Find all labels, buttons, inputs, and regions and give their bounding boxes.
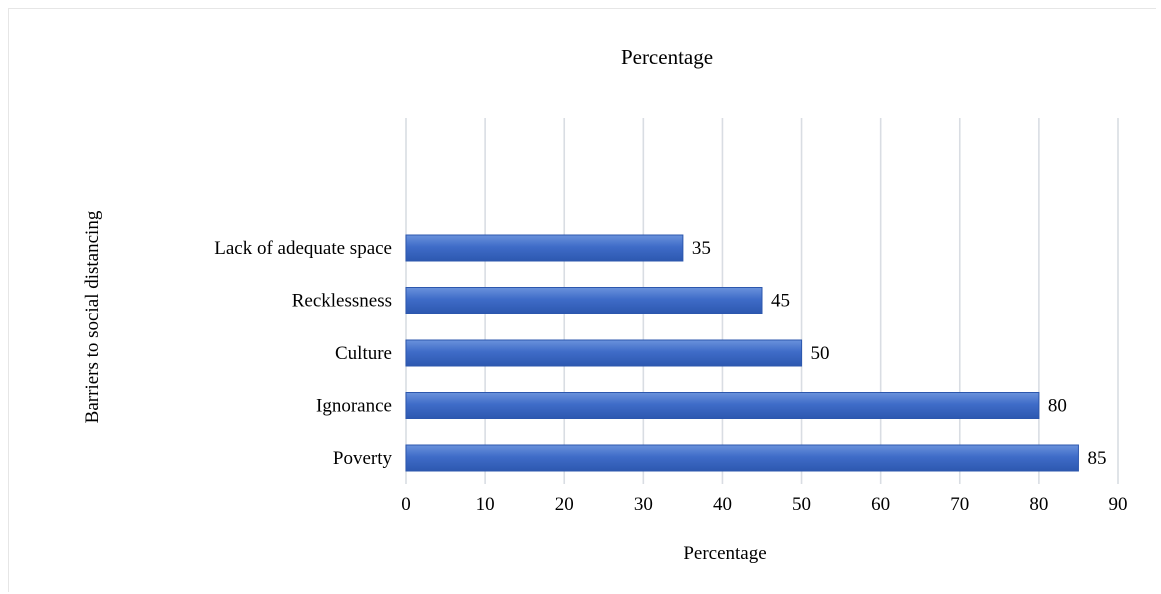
x-tick-label: 0 (401, 494, 411, 515)
x-tick-label: 50 (792, 494, 811, 515)
category-label: Culture (335, 343, 392, 364)
y-axis-label: Barriers to social distancing (82, 210, 103, 423)
x-tick-label: 60 (871, 494, 890, 515)
x-tick-label: 30 (634, 494, 653, 515)
x-tick-label: 10 (476, 494, 495, 515)
data-label: 50 (811, 343, 830, 364)
chart-title: Percentage (621, 45, 713, 69)
data-label: 45 (771, 291, 790, 312)
bar (405, 444, 1079, 472)
bar (405, 392, 1040, 419)
x-tick-label: 40 (713, 494, 732, 515)
x-tick-label: 70 (950, 494, 969, 515)
bar (405, 339, 803, 367)
category-label: Poverty (333, 448, 393, 469)
data-label: 80 (1048, 396, 1067, 417)
data-labels: 35 45 50 80 85 (692, 238, 1107, 469)
category-labels: Lack of adequate space Recklessness Cultur… (214, 238, 392, 469)
category-label: Lack of adequate space (214, 238, 392, 259)
data-label: 35 (692, 238, 711, 259)
x-axis-label: Percentage (683, 543, 766, 564)
category-label: Ignorance (316, 396, 392, 417)
chart-frame (8, 8, 1156, 592)
data-label: 85 (1087, 448, 1106, 469)
x-tick-labels: 0 10 20 30 40 50 60 70 80 90 (401, 494, 1127, 515)
category-label: Recklessness (292, 291, 392, 312)
x-tick-label: 90 (1109, 494, 1128, 515)
x-tick-label: 80 (1029, 494, 1048, 515)
bar (405, 287, 763, 314)
bar (405, 234, 684, 262)
x-tick-label: 20 (555, 494, 574, 515)
bars (405, 234, 1079, 472)
